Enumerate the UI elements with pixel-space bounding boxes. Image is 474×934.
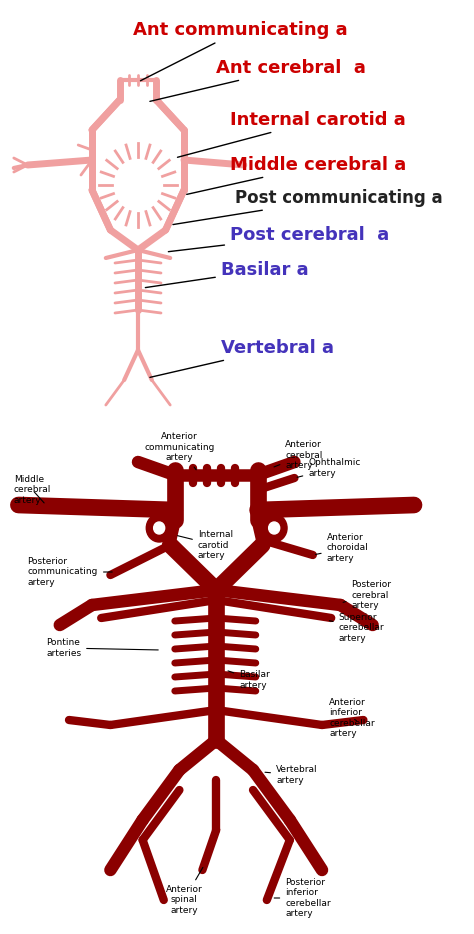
Circle shape <box>261 514 287 542</box>
Text: Posterior
inferior
cerebellar
artery: Posterior inferior cerebellar artery <box>274 878 331 918</box>
Text: Vertebral a: Vertebral a <box>150 339 334 377</box>
Text: Ophthalmic
artery: Ophthalmic artery <box>297 459 361 477</box>
Text: Middle cerebral a: Middle cerebral a <box>187 156 406 194</box>
Circle shape <box>146 514 172 542</box>
Text: Post cerebral  a: Post cerebral a <box>168 226 389 251</box>
Text: Middle
cerebral
artery: Middle cerebral artery <box>14 475 51 505</box>
Text: Ant communicating a: Ant communicating a <box>133 21 348 80</box>
Text: Posterior
cerebral
artery: Posterior cerebral artery <box>343 580 392 610</box>
Text: Anterior
cerebral
artery: Anterior cerebral artery <box>274 440 323 470</box>
Text: Pontine
arteries: Pontine arteries <box>46 638 158 658</box>
Text: Posterior
communicating
artery: Posterior communicating artery <box>27 557 112 587</box>
Text: Superior
cerebellar
artery: Superior cerebellar artery <box>329 613 384 643</box>
Text: Ant cerebral  a: Ant cerebral a <box>150 59 366 102</box>
Text: Internal carotid a: Internal carotid a <box>177 111 406 157</box>
Circle shape <box>269 522 280 534</box>
Text: Post communicating a: Post communicating a <box>173 189 442 224</box>
Text: Basilar
artery: Basilar artery <box>228 671 270 689</box>
Ellipse shape <box>101 135 175 235</box>
Text: Vertebral
artery: Vertebral artery <box>265 765 318 785</box>
Text: Anterior
spinal
artery: Anterior spinal artery <box>165 868 203 914</box>
Text: Anterior
choroidal
artery: Anterior choroidal artery <box>316 533 368 563</box>
Circle shape <box>154 522 164 534</box>
Text: Anterior
communicating
artery: Anterior communicating artery <box>144 432 215 470</box>
Text: Anterior
inferior
cerebellar
artery: Anterior inferior cerebellar artery <box>329 698 375 738</box>
Text: Basilar a: Basilar a <box>146 261 309 288</box>
Text: Internal
carotid
artery: Internal carotid artery <box>177 531 233 559</box>
